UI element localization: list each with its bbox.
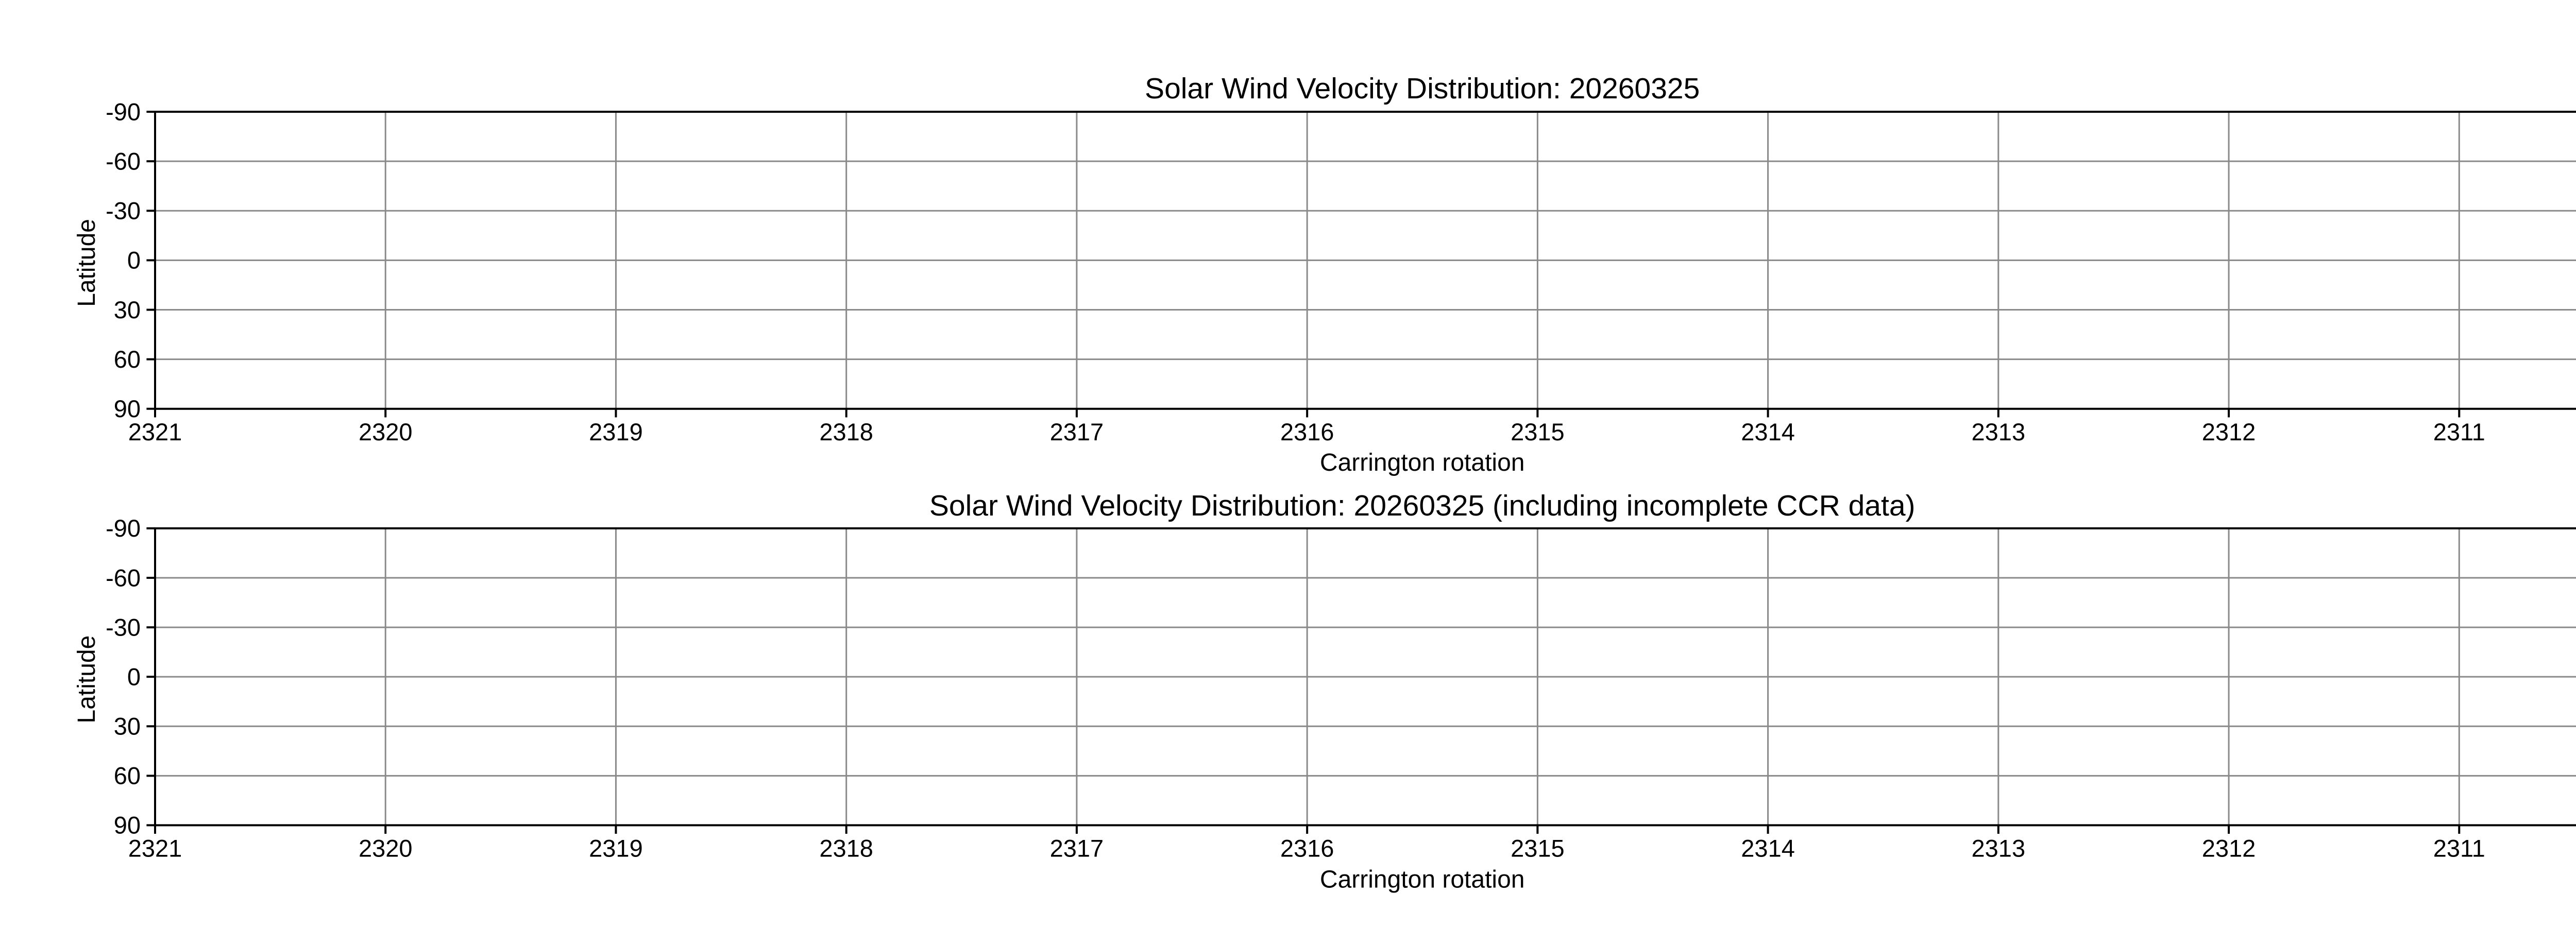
svg-text:-60: -60	[106, 147, 141, 175]
svg-text:60: 60	[114, 762, 141, 789]
svg-text:Carrington rotation: Carrington rotation	[1320, 449, 1525, 476]
svg-text:2312: 2312	[2202, 418, 2256, 445]
svg-text:30: 30	[114, 296, 141, 323]
svg-text:60: 60	[114, 346, 141, 373]
svg-text:2321: 2321	[128, 835, 182, 862]
svg-text:2313: 2313	[1972, 835, 2026, 862]
svg-text:30: 30	[114, 713, 141, 740]
svg-text:2318: 2318	[819, 418, 873, 445]
svg-text:2319: 2319	[589, 835, 643, 862]
svg-text:Latitude: Latitude	[73, 636, 100, 724]
svg-text:2314: 2314	[1741, 418, 1795, 445]
svg-text:2311: 2311	[2433, 418, 2485, 445]
svg-text:2320: 2320	[359, 835, 413, 862]
svg-text:-90: -90	[106, 98, 141, 125]
svg-text:-90: -90	[106, 514, 141, 542]
svg-text:Solar Wind Velocity Distributi: Solar Wind Velocity Distribution: 202603…	[1145, 72, 1700, 105]
svg-text:2320: 2320	[359, 418, 413, 445]
svg-text:0: 0	[127, 663, 141, 690]
svg-text:-30: -30	[106, 613, 141, 641]
svg-text:Carrington rotation: Carrington rotation	[1320, 866, 1525, 893]
svg-text:Latitude: Latitude	[73, 219, 100, 307]
svg-text:2317: 2317	[1050, 418, 1104, 445]
svg-text:2316: 2316	[1280, 418, 1334, 445]
svg-text:2314: 2314	[1741, 835, 1795, 862]
svg-text:2312: 2312	[2202, 835, 2256, 862]
svg-text:2321: 2321	[128, 418, 182, 445]
svg-text:2315: 2315	[1511, 418, 1565, 445]
svg-text:2311: 2311	[2433, 835, 2485, 862]
svg-text:2316: 2316	[1280, 835, 1334, 862]
svg-text:Solar Wind Velocity Distributi: Solar Wind Velocity Distribution: 202603…	[929, 489, 1916, 522]
svg-text:2313: 2313	[1972, 418, 2026, 445]
svg-text:2315: 2315	[1511, 835, 1565, 862]
svg-text:2317: 2317	[1050, 835, 1104, 862]
svg-text:90: 90	[114, 395, 141, 422]
svg-text:0: 0	[127, 247, 141, 274]
svg-text:2319: 2319	[589, 418, 643, 445]
svg-text:-30: -30	[106, 197, 141, 225]
svg-text:-60: -60	[106, 564, 141, 591]
svg-text:90: 90	[114, 812, 141, 839]
svg-text:2318: 2318	[819, 835, 873, 862]
